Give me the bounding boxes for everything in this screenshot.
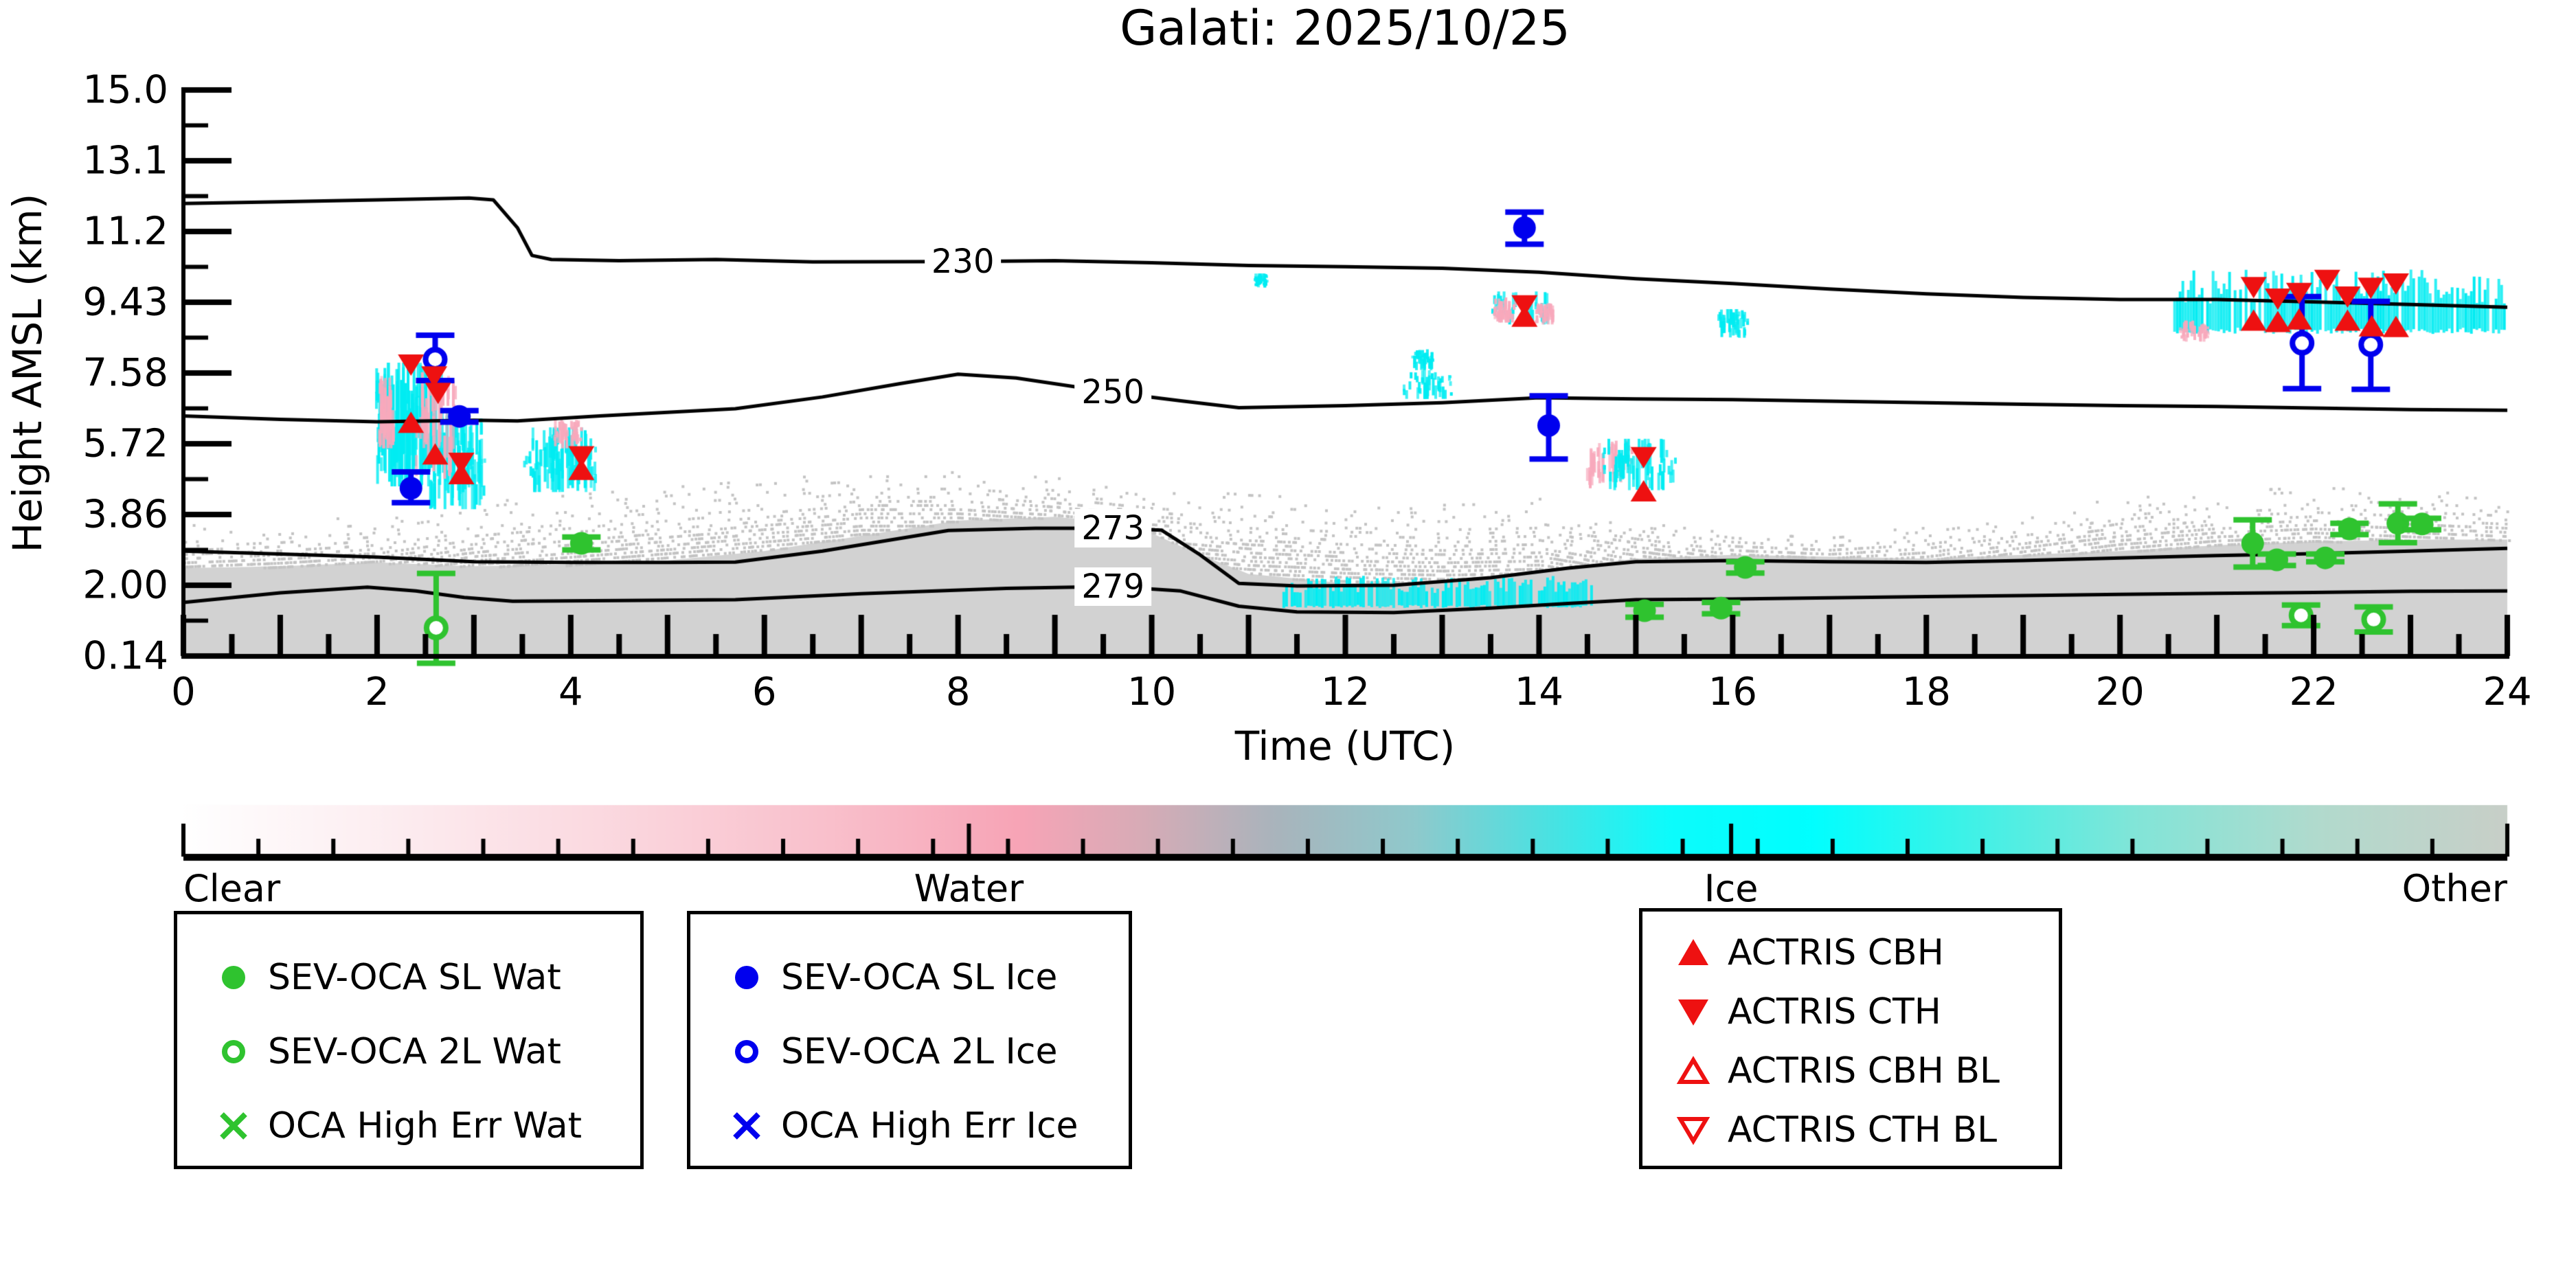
legend-item-cbh-bl: ACTRIS CBH BL: [1673, 1050, 2059, 1092]
legend-item-label: ACTRIS CBH: [1728, 932, 1944, 973]
x-tick-label: 18: [1901, 670, 1951, 714]
y-tick-label: 13.1: [82, 138, 168, 183]
y-tick-label: 11.2: [82, 209, 168, 254]
legend-item-label: SEV-OCA SL Ice: [781, 957, 1058, 998]
contour-label-273: 273: [1074, 508, 1151, 547]
x-tick-label: 8: [945, 670, 971, 714]
x-axis-label: Time (UTC): [1234, 723, 1456, 769]
legend-item-higherr-ice: OCA High Err Ice: [726, 1105, 1129, 1146]
x-tick-label: 6: [752, 670, 777, 714]
legend-item-cth-bl: ACTRIS CTH BL: [1673, 1109, 2059, 1151]
legend-item-sl-ice: SEV-OCA SL Ice: [726, 957, 1129, 998]
legend-item-label: OCA High Err Wat: [268, 1105, 582, 1146]
y-tick-label: 7.58: [82, 350, 168, 396]
y-tick-label: 0.14: [82, 633, 168, 679]
filled-circle-icon: [726, 957, 767, 998]
legend-item-higherr-wat: OCA High Err Wat: [213, 1105, 640, 1146]
x-tick-label: 2: [365, 670, 389, 714]
page-title: Galati: 2025/10/25: [1120, 0, 1570, 56]
legend-item-cbh: ACTRIS CBH: [1673, 932, 2059, 973]
x-tick-label: 16: [1708, 670, 1757, 714]
legend-item-2l-wat: SEV-OCA 2L Wat: [213, 1031, 640, 1072]
triangle-down-open-icon: [1673, 1109, 1714, 1151]
triangle-down-icon: [1673, 991, 1714, 1032]
open-circle-icon: [213, 1031, 254, 1072]
x-tick-label: 14: [1514, 670, 1564, 714]
contour-label-279: 279: [1074, 567, 1151, 606]
y-tick-label: 9.43: [82, 280, 168, 325]
y-tick-label: 15.0: [82, 67, 168, 113]
contour-label-250: 250: [1074, 373, 1151, 412]
x-tick-label: 0: [171, 670, 196, 714]
open-circle-icon: [726, 1031, 767, 1072]
legend-water: SEV-OCA SL Wat SEV-OCA 2L Wat OCA High E…: [174, 911, 644, 1169]
contour-label-230: 230: [924, 242, 1002, 281]
y-tick-label: 5.72: [82, 421, 168, 466]
filled-circle-icon: [213, 957, 254, 998]
colorbar-label-other: Other: [2402, 867, 2507, 910]
x-tick-label: 24: [2483, 670, 2532, 714]
legend-item-2l-ice: SEV-OCA 2L Ice: [726, 1031, 1129, 1072]
legend-actris: ACTRIS CBH ACTRIS CTH ACTRIS CBH BL ACTR…: [1639, 908, 2062, 1169]
y-tick-label: 2.00: [82, 563, 168, 608]
colorbar-label-clear: Clear: [183, 867, 281, 910]
x-tick-label: 10: [1127, 670, 1177, 714]
y-tick-label: 3.86: [82, 492, 168, 537]
legend-item-label: OCA High Err Ice: [781, 1105, 1078, 1146]
x-tick-label: 20: [2095, 670, 2145, 714]
x-marker-icon: [213, 1105, 254, 1146]
legend-item-label: ACTRIS CTH: [1728, 991, 1941, 1032]
x-tick-label: 4: [558, 670, 583, 714]
legend-item-label: SEV-OCA SL Wat: [268, 957, 561, 998]
triangle-up-open-icon: [1673, 1050, 1714, 1092]
legend-item-cth: ACTRIS CTH: [1673, 991, 2059, 1032]
legend-item-sl-wat: SEV-OCA SL Wat: [213, 957, 640, 998]
legend-item-label: SEV-OCA 2L Wat: [268, 1031, 561, 1072]
x-marker-icon: [726, 1105, 767, 1146]
legend-ice: SEV-OCA SL Ice SEV-OCA 2L Ice OCA High E…: [687, 911, 1132, 1169]
legend-item-label: ACTRIS CBH BL: [1728, 1050, 2000, 1092]
colorbar-label-ice: Ice: [1704, 867, 1759, 910]
x-tick-label: 22: [2289, 670, 2338, 714]
triangle-up-icon: [1673, 932, 1714, 973]
y-axis-label: Height AMSL (km): [4, 193, 51, 553]
x-tick-label: 12: [1320, 670, 1370, 714]
colorbar-label-water: Water: [914, 867, 1024, 910]
legend-item-label: SEV-OCA 2L Ice: [781, 1031, 1058, 1072]
legend-item-label: ACTRIS CTH BL: [1728, 1109, 1998, 1151]
